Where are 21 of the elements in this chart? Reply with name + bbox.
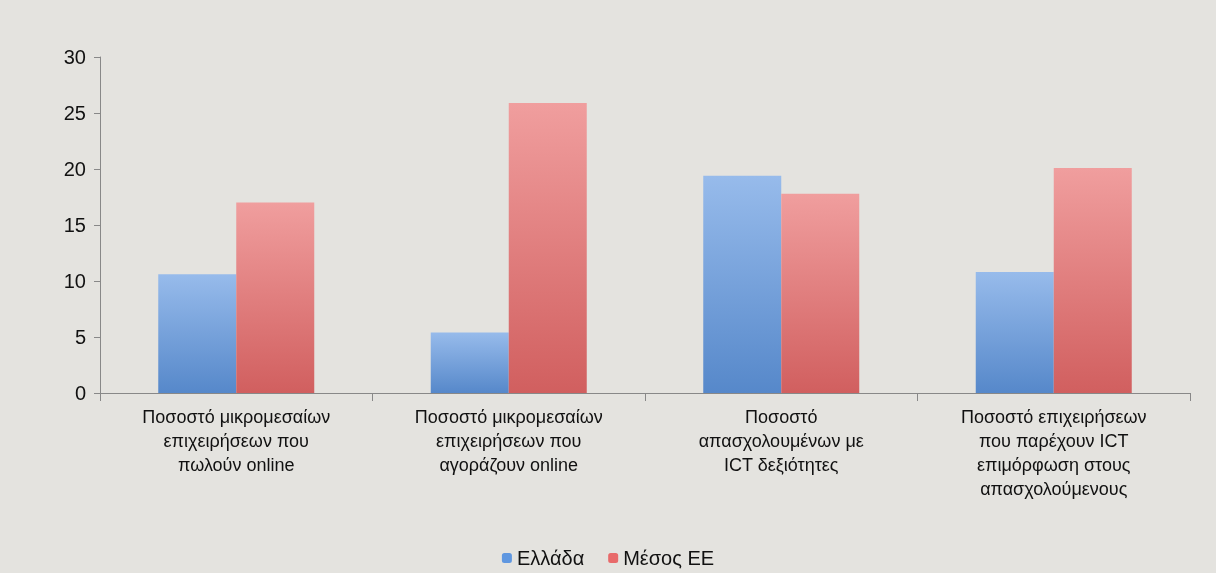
x-tick-label: Ποσοστό επιχειρήσεων που παρέχουν ICT επιμόρφωση στους απασχολούμενους xyxy=(960,407,1147,499)
x-tick-label: Ποσοστό απασχολουμένων με ICT δεξιότητες xyxy=(698,407,864,475)
legend-label: Μέσος ΕΕ xyxy=(623,547,715,569)
y-tick-label: 0 xyxy=(74,382,86,404)
y-tick-label: 30 xyxy=(63,46,86,68)
bar xyxy=(236,202,315,393)
legend-label: Ελλάδα xyxy=(516,547,585,569)
bar xyxy=(158,274,237,393)
bar xyxy=(703,175,782,393)
y-tick-label: 5 xyxy=(74,326,86,348)
bar xyxy=(1053,167,1132,393)
y-tick-label: 10 xyxy=(63,270,86,292)
bar xyxy=(781,193,860,393)
y-tick-label: 20 xyxy=(63,158,86,180)
y-tick-label: 25 xyxy=(63,102,86,124)
bar xyxy=(508,102,587,393)
bar xyxy=(430,332,509,393)
y-tick-label: 15 xyxy=(63,214,86,236)
x-tick-label: Ποσοστό μικρομεσαίων επιχειρήσεων που πωλούν online xyxy=(142,407,331,475)
bar xyxy=(975,272,1054,393)
x-tick-label: Ποσοστό μικρομεσαίων επιχειρήσεων που αγοράζουν online xyxy=(414,407,603,475)
